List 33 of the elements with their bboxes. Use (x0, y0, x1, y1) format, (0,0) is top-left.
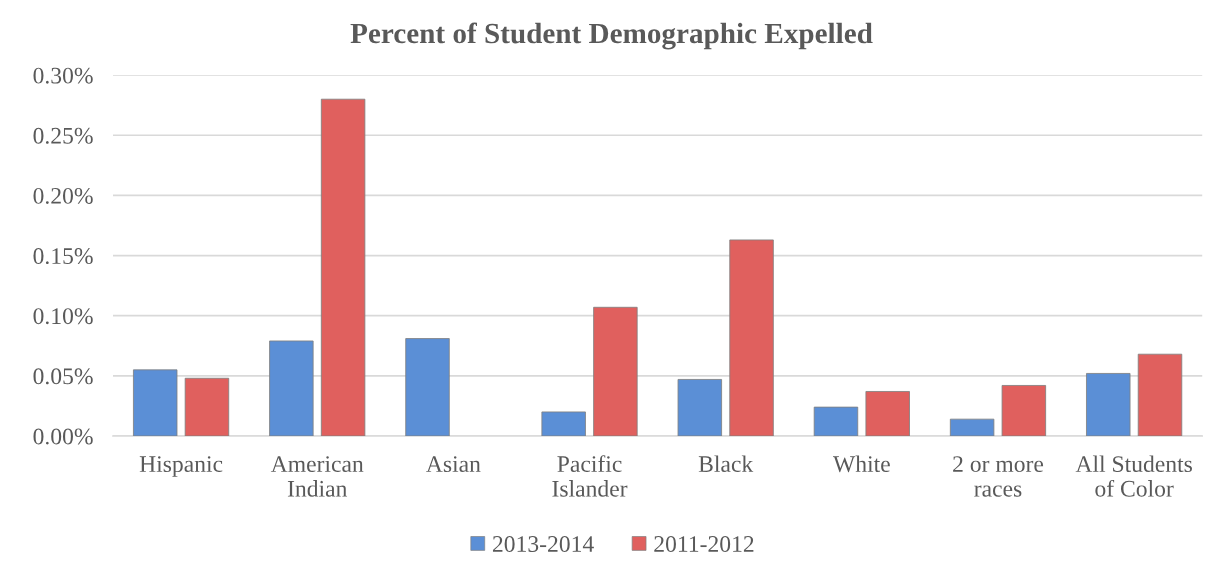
bar (729, 239, 774, 436)
y-tick-label: 0.20% (33, 187, 93, 204)
bar (269, 340, 314, 436)
bar (1137, 353, 1183, 436)
bar (813, 406, 859, 436)
x-tick-label: White (833, 455, 890, 473)
bar (593, 306, 638, 436)
x-tick-label: 2 or more races (953, 456, 1044, 497)
bar (320, 98, 366, 436)
x-tick-label: Hispanic (139, 456, 223, 477)
x-tick-label: All Students of Color (1075, 455, 1192, 497)
bar (184, 377, 230, 436)
x-tick-label: Pacific Islander (552, 455, 628, 497)
x-tick-label: American Indian (270, 456, 364, 497)
bar (405, 338, 450, 436)
bar (541, 411, 586, 436)
y-tick-label: 0.30% (33, 67, 93, 84)
y-tick-label: 0.05% (33, 368, 93, 385)
bar (677, 379, 723, 436)
x-tick-label: Asian (426, 456, 481, 473)
bar (949, 418, 995, 436)
legend-label: 2011-2012 (654, 536, 754, 552)
y-tick-label: 0.00% (33, 428, 93, 445)
y-tick-label: 0.10% (33, 308, 93, 325)
y-tick-label: 0.25% (33, 127, 93, 144)
bar (865, 391, 910, 436)
y-tick-label: 0.15% (33, 248, 93, 265)
x-tick-label: Black (698, 455, 754, 473)
bar (133, 369, 178, 436)
bar (1001, 385, 1047, 436)
bar (1086, 373, 1131, 436)
chart-title: Percent of Student Demographic Expelled (350, 22, 873, 50)
legend-label: 2013-2014 (492, 536, 594, 552)
